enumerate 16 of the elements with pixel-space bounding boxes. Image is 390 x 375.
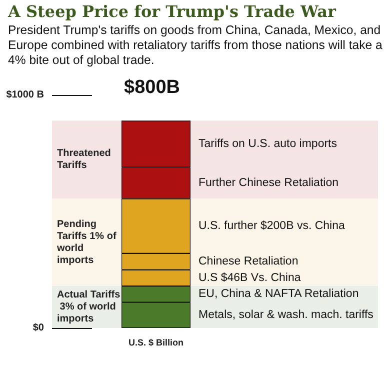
y-tick-label: $0 (32, 322, 44, 334)
band-label: Pending Tariffs 1% of world imports (56, 218, 120, 266)
series-label: Further Chinese Retaliation (198, 176, 338, 189)
band-label: Actual Tariffs 3% of world imports (57, 290, 121, 325)
series-label: EU, China & NAFTA Retaliation (198, 288, 359, 300)
series-label: Metals, solar & wash. mach. tariffs (198, 309, 374, 322)
series-label: U.S. further $200B vs. China (198, 220, 346, 232)
chart-subtitle: President Trump's tariffs on goods from China, Canada, Mexico, and Europe combined with retaliatory tariffs from those nations will take a 4% bite out of global trade. (8, 23, 384, 68)
series-label: Tariffs on U.S. auto imports (198, 138, 338, 150)
series-label: U.S $46B Vs. China (198, 272, 302, 284)
annotation: $800B (124, 77, 180, 98)
y-tick-label: $1000 B (6, 90, 44, 100)
chart-title: A Steep Price for Trump's Trade War (8, 2, 338, 21)
band-label: Threatened Tariffs (57, 148, 114, 172)
series-label: Chinese Retaliation (198, 256, 298, 268)
x-axis-title: U.S. $ Billion (128, 338, 184, 348)
